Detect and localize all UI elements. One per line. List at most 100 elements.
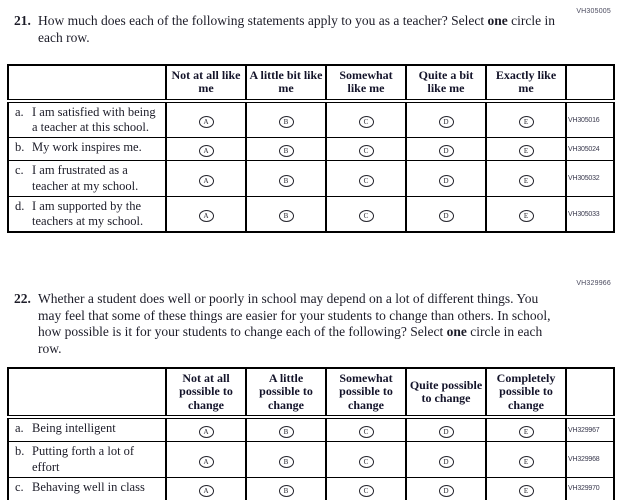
answer-circle-c[interactable]: C xyxy=(325,476,407,500)
circled-letter-b: B xyxy=(278,210,294,223)
question-22-ref-code: VH329966 xyxy=(576,280,611,287)
table-row: c. Behaving well in class A B C D E VH329… xyxy=(7,476,615,500)
answer-circle-b[interactable]: B xyxy=(245,441,327,478)
circled-letter-d: D xyxy=(438,426,454,439)
question-22-number: 22. xyxy=(14,291,31,306)
answer-circle-d[interactable]: D xyxy=(405,441,487,478)
table-row: a. I am satisfied with being a teacher at… xyxy=(7,100,615,139)
column-header: Exactly like me xyxy=(485,64,567,103)
table-row: c. I am frustrated as a teacher at my sch… xyxy=(7,160,615,197)
circled-letter-a: A xyxy=(198,145,214,158)
row-code: VH305016 xyxy=(565,100,615,139)
question-22-grid-clip: Not at all possible to change A little p… xyxy=(7,367,619,500)
statement-cell: a. Being intelligent xyxy=(7,416,167,443)
answer-circle-d[interactable]: D xyxy=(405,137,487,162)
table-row: b. My work inspires me. A B C D E VH30502… xyxy=(7,137,615,162)
answer-circle-a[interactable]: A xyxy=(165,137,247,162)
circled-letter-d: D xyxy=(438,145,454,158)
answer-circle-e[interactable]: E xyxy=(485,441,567,478)
circled-letter-e: E xyxy=(518,174,534,187)
answer-circle-c[interactable]: C xyxy=(325,160,407,197)
row-code: VH305033 xyxy=(565,195,615,234)
header-row: Not at all possible to change A little p… xyxy=(7,367,615,420)
answer-circle-a[interactable]: A xyxy=(165,160,247,197)
row-statement: Being intelligent xyxy=(32,421,116,436)
table-row: a. Being intelligent A B C D E VH329967 xyxy=(7,416,615,443)
answer-circle-e[interactable]: E xyxy=(485,195,567,234)
question-22-text-bold: one xyxy=(446,324,467,340)
row-statement: I am satisfied with being a teacher at t… xyxy=(32,104,156,135)
circled-letter-e: E xyxy=(518,426,534,439)
circled-letter-e: E xyxy=(518,145,534,158)
statement-header-empty xyxy=(7,64,167,103)
answer-circle-c[interactable]: C xyxy=(325,100,407,139)
circled-letter-a: A xyxy=(198,455,214,468)
circled-letter-c: C xyxy=(358,455,374,468)
answer-circle-a[interactable]: A xyxy=(165,195,247,234)
statement-cell: c. I am frustrated as a teacher at my sch… xyxy=(7,160,167,197)
column-header: A little possible to change xyxy=(245,367,327,420)
row-letter: c. xyxy=(15,163,24,178)
answer-circle-a[interactable]: A xyxy=(165,476,247,500)
circled-letter-b: B xyxy=(278,145,294,158)
statement-header-empty xyxy=(7,367,167,420)
circled-letter-b: B xyxy=(278,426,294,439)
answer-circle-d[interactable]: D xyxy=(405,416,487,443)
question-21-text-bold: one xyxy=(487,13,508,28)
answer-circle-c[interactable]: C xyxy=(325,416,407,443)
answer-circle-b[interactable]: B xyxy=(245,476,327,500)
answer-circle-e[interactable]: E xyxy=(485,476,567,500)
circled-letter-b: B xyxy=(278,484,294,497)
circled-letter-c: C xyxy=(358,426,374,439)
column-header: Quite a bit like me xyxy=(405,64,487,103)
answer-circle-e[interactable]: E xyxy=(485,160,567,197)
answer-circle-b[interactable]: B xyxy=(245,160,327,197)
row-statement: I am frustrated as a teacher at my schoo… xyxy=(32,163,139,193)
question-21-text: How much does each of the following stat… xyxy=(38,13,558,46)
answer-circle-b[interactable]: B xyxy=(245,416,327,443)
answer-circle-d[interactable]: D xyxy=(405,160,487,197)
circled-letter-e: E xyxy=(518,116,534,129)
answer-circle-a[interactable]: A xyxy=(165,441,247,478)
question-22-text: Whether a student does well or poorly in… xyxy=(38,291,558,358)
row-code: VH329970 xyxy=(565,476,615,500)
answer-circle-a[interactable]: A xyxy=(165,100,247,139)
row-letter: a. xyxy=(15,421,24,436)
row-code: VH329968 xyxy=(565,441,615,478)
answer-circle-d[interactable]: D xyxy=(405,195,487,234)
column-header: Not at all like me xyxy=(165,64,247,103)
answer-circle-b[interactable]: B xyxy=(245,195,327,234)
circled-letter-c: C xyxy=(358,145,374,158)
row-letter: d. xyxy=(15,198,25,213)
circled-letter-b: B xyxy=(278,116,294,129)
answer-circle-d[interactable]: D xyxy=(405,476,487,500)
question-22-text-post: circle in each row. xyxy=(38,324,543,357)
answer-circle-c[interactable]: C xyxy=(325,441,407,478)
statement-cell: b. My work inspires me. xyxy=(7,137,167,162)
column-header: A little bit like me xyxy=(245,64,327,103)
answer-circle-e[interactable]: E xyxy=(485,100,567,139)
question-22-text-pre: Whether a student does well or poorly in… xyxy=(38,291,551,340)
circled-letter-d: D xyxy=(438,455,454,468)
answer-circle-d[interactable]: D xyxy=(405,100,487,139)
row-statement: Putting forth a lot of effort xyxy=(32,444,135,474)
answer-circle-e[interactable]: E xyxy=(485,137,567,162)
column-header: Quite possible to change xyxy=(405,367,487,420)
circled-letter-c: C xyxy=(358,484,374,497)
question-22-response-grid: Not at all possible to change A little p… xyxy=(7,367,615,500)
answer-circle-a[interactable]: A xyxy=(165,416,247,443)
answer-circle-e[interactable]: E xyxy=(485,416,567,443)
question-22: 22. Whether a student does well or poorl… xyxy=(14,291,558,358)
circled-letter-b: B xyxy=(278,174,294,187)
circled-letter-d: D xyxy=(438,174,454,187)
answer-circle-b[interactable]: B xyxy=(245,100,327,139)
circled-letter-a: A xyxy=(198,426,214,439)
answer-circle-c[interactable]: C xyxy=(325,195,407,234)
header-row: Not at all like me A little bit like me … xyxy=(7,64,615,103)
circled-letter-e: E xyxy=(518,455,534,468)
answer-circle-c[interactable]: C xyxy=(325,137,407,162)
column-header: Not at all possible to change xyxy=(165,367,247,420)
row-letter: a. xyxy=(15,104,24,119)
answer-circle-b[interactable]: B xyxy=(245,137,327,162)
